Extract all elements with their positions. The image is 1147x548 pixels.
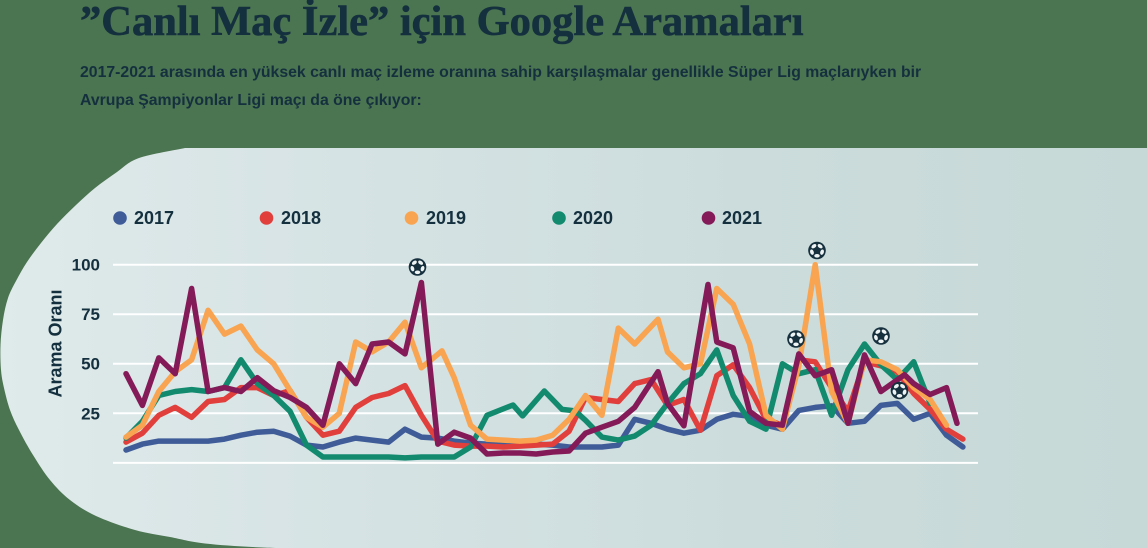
svg-text:2017: 2017	[134, 208, 174, 228]
svg-text:50: 50	[81, 355, 100, 374]
svg-text:2020: 2020	[573, 208, 613, 228]
svg-text:2018: 2018	[281, 208, 321, 228]
svg-text:100: 100	[72, 256, 100, 275]
svg-text:2021: 2021	[722, 208, 762, 228]
svg-text:25: 25	[81, 404, 100, 423]
svg-text:75: 75	[81, 305, 100, 324]
svg-text:Arama Oranı: Arama Oranı	[45, 289, 65, 397]
svg-text:2019: 2019	[426, 208, 466, 228]
